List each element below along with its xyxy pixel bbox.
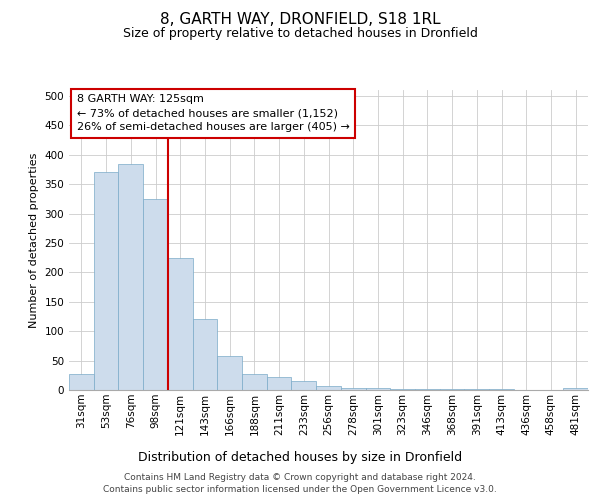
Bar [316, 386, 341, 390]
Bar [292, 381, 316, 390]
Text: Contains HM Land Registry data © Crown copyright and database right 2024.
Contai: Contains HM Land Registry data © Crown c… [103, 472, 497, 494]
Bar [390, 389, 415, 390]
Bar [563, 388, 588, 390]
Bar [193, 320, 217, 390]
Text: Distribution of detached houses by size in Dronfield: Distribution of detached houses by size … [138, 451, 462, 464]
Bar [168, 258, 193, 390]
Bar [341, 388, 365, 390]
Bar [217, 356, 242, 390]
Bar [143, 199, 168, 390]
Text: Size of property relative to detached houses in Dronfield: Size of property relative to detached ho… [122, 28, 478, 40]
Bar [94, 172, 118, 390]
Text: 8, GARTH WAY, DRONFIELD, S18 1RL: 8, GARTH WAY, DRONFIELD, S18 1RL [160, 12, 440, 28]
Y-axis label: Number of detached properties: Number of detached properties [29, 152, 39, 328]
Bar [118, 164, 143, 390]
Bar [242, 374, 267, 390]
Bar [267, 377, 292, 390]
Text: 8 GARTH WAY: 125sqm
← 73% of detached houses are smaller (1,152)
26% of semi-det: 8 GARTH WAY: 125sqm ← 73% of detached ho… [77, 94, 350, 132]
Bar [365, 388, 390, 390]
Bar [69, 374, 94, 390]
